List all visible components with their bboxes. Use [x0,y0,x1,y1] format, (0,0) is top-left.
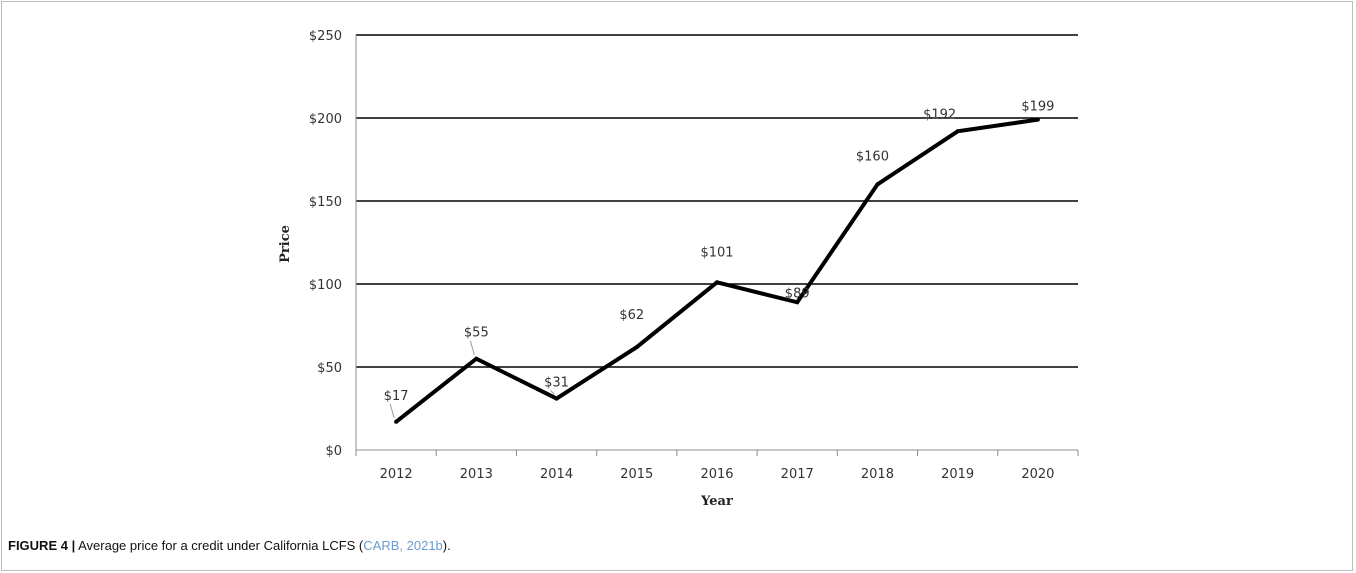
y-tick-label: $250 [309,29,342,44]
data-point [474,356,479,361]
x-tick-label: 2015 [620,467,653,482]
data-point [554,396,559,401]
data-point [715,280,719,285]
x-tick-label: 2019 [941,467,974,482]
data-point [955,129,960,134]
data-point [875,182,880,187]
data-point [394,419,399,424]
x-tick-label: 2016 [700,467,733,482]
x-tick-label: 2017 [781,467,814,482]
x-tick-label: 2012 [380,467,413,482]
figure-label: FIGURE 4 | [8,538,76,553]
x-tick-label: 2018 [861,467,894,482]
y-tick-label: $0 [325,444,342,459]
y-axis-title: Price [278,225,293,263]
x-axis-title: Year [700,494,733,509]
line-chart: $0$50$100$150$200$250 2012 2013 2014 2015 20… [278,29,1079,509]
y-tick-label: $50 [317,361,342,376]
y-tick-labels: $0 $50 $100 $150 $200 $250 [309,29,342,459]
data-point [634,345,639,350]
x-tick-label: 2014 [540,467,573,482]
data-label: $17 [384,389,409,404]
data-label: $160 [856,149,889,164]
data-point [1035,117,1040,122]
axes [355,35,1079,456]
data-label: $199 [1021,100,1054,115]
label-leader [550,390,555,395]
data-label: $55 [464,326,489,341]
data-label: $31 [544,376,569,391]
y-tick-label: $200 [309,112,342,127]
citation-link[interactable]: CARB, 2021b [363,538,443,553]
data-label: $89 [785,286,810,301]
x-tick-labels: 2012 2013 2014 2015 2016 2017 2018 2019 2020 [380,467,1055,482]
data-labels: $17 $55 $31 $62 $101 $89 $160 $192 $199 [384,100,1054,418]
gridlines [356,34,1078,368]
y-tick-label: $100 [309,278,342,293]
caption-end: ). [442,538,451,553]
data-label: $62 [619,308,644,323]
series [394,117,1040,424]
figure-caption: FIGURE 4 | Average price for a credit un… [8,538,451,553]
y-tick-label: $150 [309,195,342,210]
data-label: $101 [700,245,733,260]
data-label: $192 [923,107,956,122]
x-tick-label: 2020 [1021,467,1054,482]
data-point [795,300,800,305]
caption-text: Average price for a credit under Califor… [75,538,364,553]
label-leader [389,403,395,418]
x-tick-label: 2013 [460,467,493,482]
label-leader [469,340,475,355]
price-line [394,117,1039,424]
